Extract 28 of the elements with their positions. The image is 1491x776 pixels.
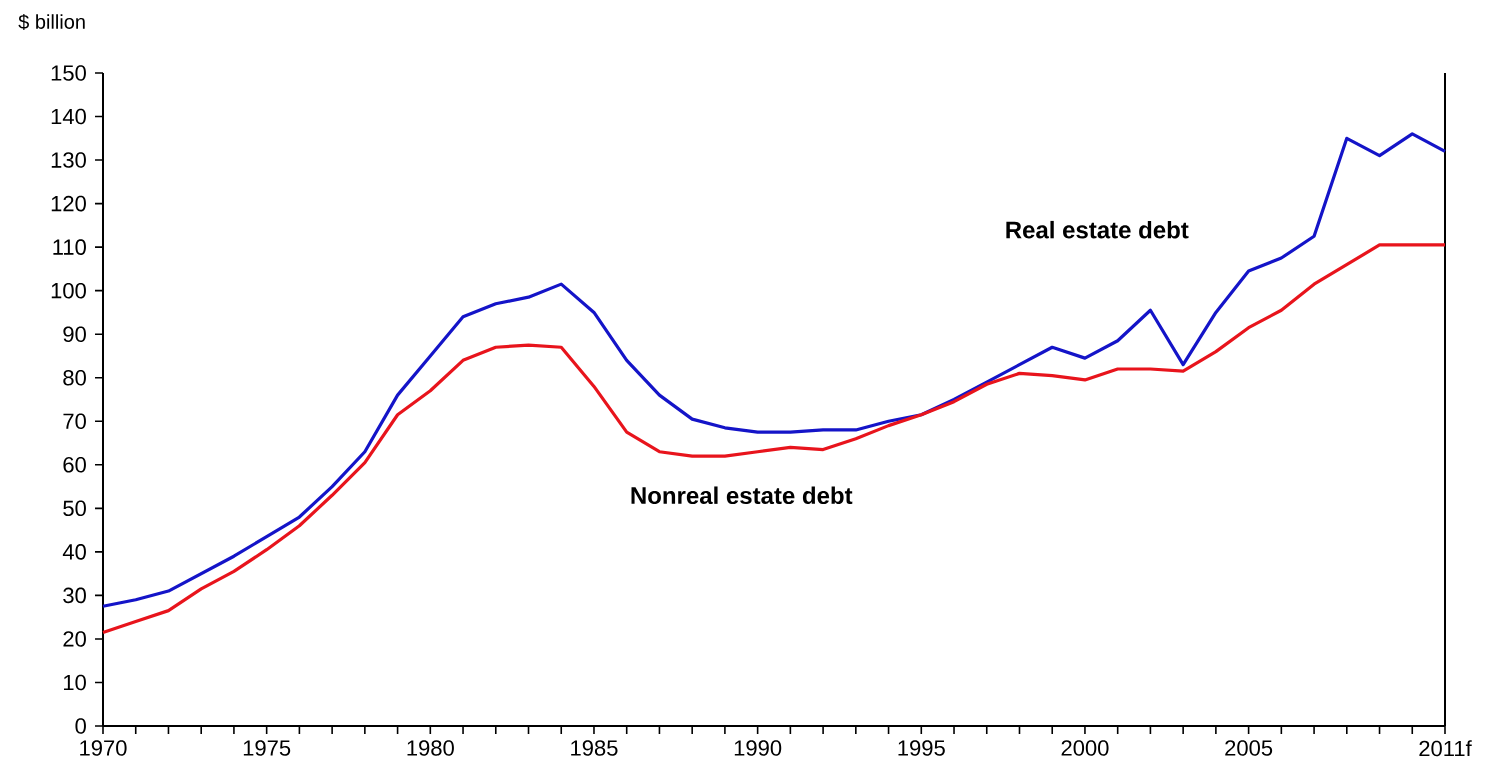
y-tick-label: 20	[63, 631, 86, 647]
x-tick-label: 1995	[898, 740, 945, 756]
text: Real estate debt	[1006, 220, 1189, 239]
x-tick-label: 1980	[407, 740, 454, 756]
y-tick-label: 110	[53, 239, 86, 255]
x-tick-label: 1990	[734, 740, 782, 756]
y-tick-label: 0	[75, 718, 86, 734]
x-tick-label: 1970	[80, 740, 127, 756]
x-tick-label: 2000	[1061, 740, 1109, 756]
y-tick-label: 130	[51, 152, 86, 168]
x-tick-label: 1975	[243, 740, 291, 756]
x-tick-label: 2005	[1225, 740, 1273, 756]
y-tick-label: 50	[63, 500, 86, 517]
x-tick-label: 1985	[571, 740, 618, 756]
series-label: Nonreal estate debt	[631, 486, 853, 505]
y-tick-label: 150	[51, 65, 86, 81]
y-tick-label: 140	[51, 108, 86, 125]
y-axis-title: $ billion	[18, 13, 85, 31]
y-tick-label: 60	[63, 457, 86, 473]
y-tick-label: 90	[63, 326, 86, 342]
x-tick-label: 2011f	[1419, 740, 1472, 757]
y-tick-label: 120	[51, 195, 86, 212]
y-tick-label: 100	[51, 282, 86, 299]
y-tick-label: 30	[63, 587, 86, 604]
y-tick-label: 80	[63, 369, 86, 386]
y-tick-label: 40	[62, 544, 86, 560]
y-tick-label: 10	[64, 674, 86, 691]
y-tick-label: 70	[63, 413, 86, 430]
